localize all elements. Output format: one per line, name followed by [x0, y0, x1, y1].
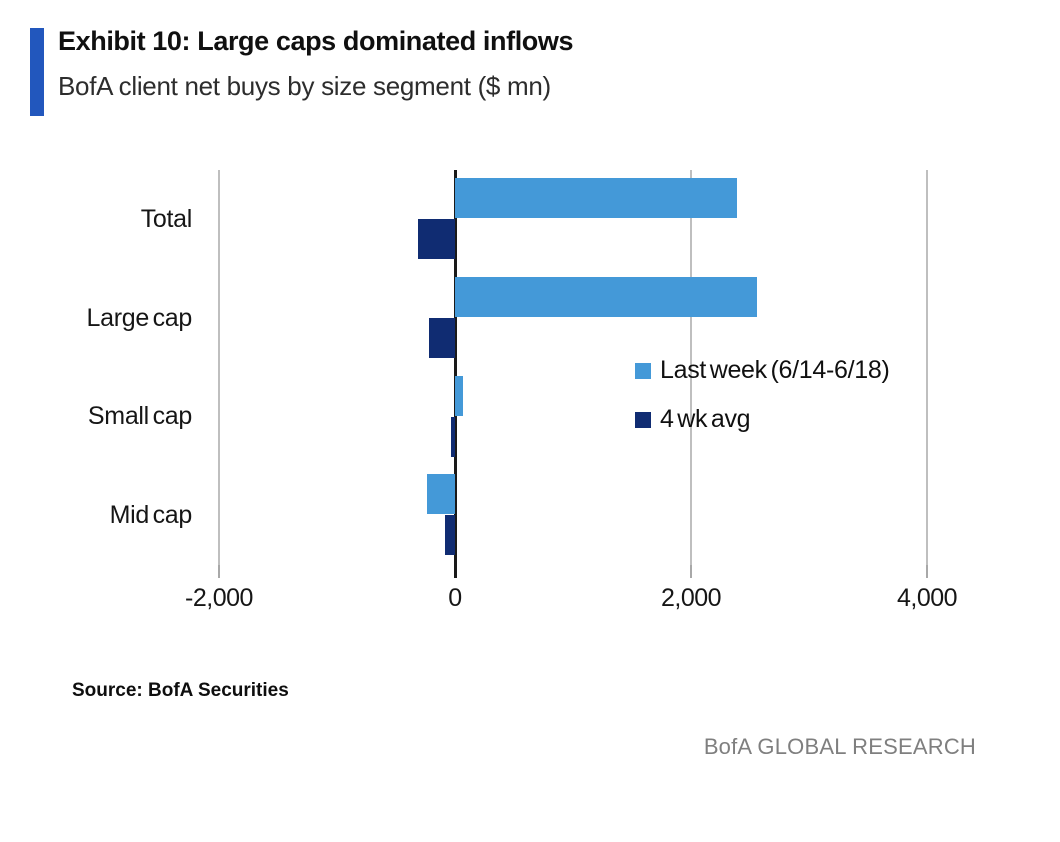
- exhibit-subtitle: BofA client net buys by size segment ($ …: [58, 71, 551, 101]
- legend-item: Last week (6/14-6/18): [635, 356, 890, 385]
- bar-4wk-avg: [451, 416, 455, 457]
- bar-4wk-avg: [444, 515, 455, 556]
- source-note: Source: BofA Securities: [72, 680, 289, 701]
- legend-swatch-4wk-avg: [635, 411, 651, 428]
- x-tick-label: 0: [448, 584, 462, 612]
- category-label: Large cap: [86, 303, 193, 332]
- bar-4wk-avg: [418, 219, 455, 259]
- category-label: Mid cap: [109, 501, 193, 530]
- gridline: [218, 170, 220, 565]
- bar-last-week: [455, 276, 758, 317]
- bar-4wk-avg: [429, 317, 455, 358]
- bar-last-week: [455, 178, 738, 218]
- chart-area: Last week (6/14-6/18) 4 wk avg -2,000 0 2,0…: [86, 170, 958, 612]
- legend-swatch-last-week: [635, 362, 651, 379]
- legend-label: Last week (6/14-6/18): [660, 356, 890, 384]
- zero-axis-line: [453, 170, 457, 578]
- gridline: [926, 170, 928, 565]
- title-accent-bar: [30, 28, 44, 116]
- bar-last-week: [455, 375, 464, 416]
- x-tick-label: 2,000: [660, 584, 722, 612]
- x-tick-label: 4,000: [896, 584, 958, 612]
- legend-label: 4 wk avg: [660, 405, 751, 433]
- x-tick-label: -2,000: [185, 584, 253, 612]
- gridline: [690, 170, 692, 565]
- category-label: Small cap: [87, 402, 192, 431]
- x-tick-mark: [926, 565, 928, 578]
- brand-footer: BofA GLOBAL RESEARCH: [703, 734, 976, 759]
- legend-item: 4 wk avg: [635, 405, 890, 434]
- x-tick-mark: [690, 565, 692, 578]
- category-label: Total: [140, 204, 193, 233]
- exhibit-title: Exhibit 10: Large caps dominated inflows: [58, 26, 574, 56]
- plot-area: [218, 170, 928, 578]
- x-tick-mark: [218, 565, 220, 578]
- chart-legend: Last week (6/14-6/18) 4 wk avg: [635, 356, 890, 434]
- bar-last-week: [426, 474, 455, 515]
